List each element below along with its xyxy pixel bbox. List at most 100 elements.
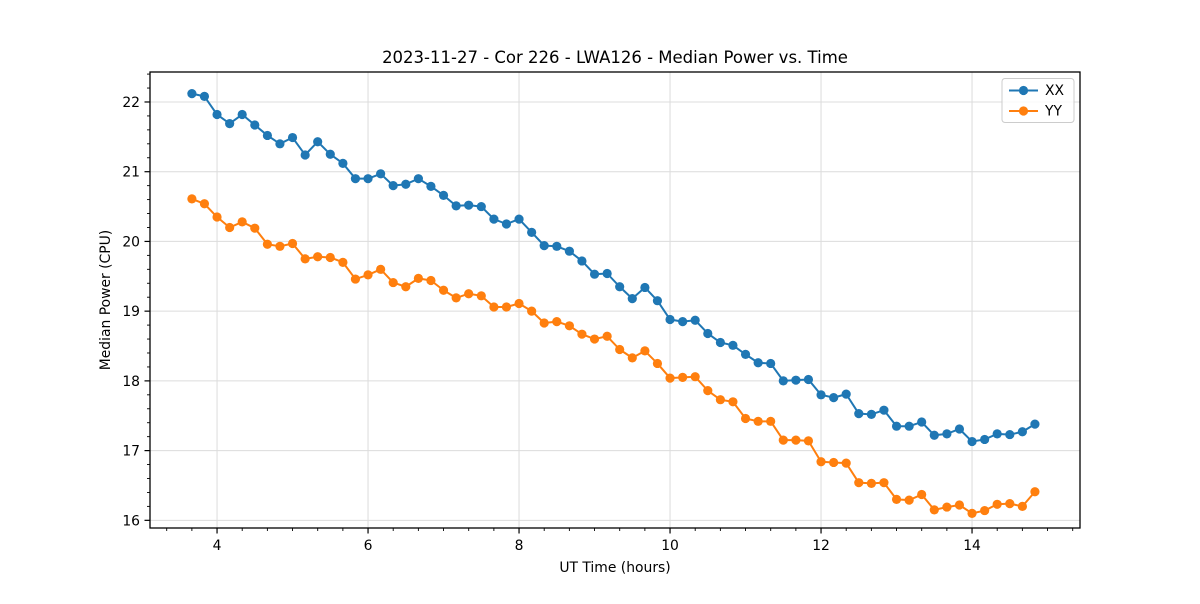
data-point-XX [388, 181, 398, 191]
data-point-XX [891, 421, 902, 431]
data-point-YY [451, 293, 461, 303]
legend-label-XX: XX [1045, 83, 1065, 99]
data-point-YY [577, 329, 587, 339]
data-point-XX [690, 315, 700, 325]
data-point-XX [350, 174, 361, 184]
data-point-YY [942, 502, 952, 512]
data-point-XX [854, 409, 864, 419]
x-tick-label: 8 [515, 538, 524, 554]
data-point-XX [489, 214, 499, 224]
data-point-XX [476, 201, 486, 212]
data-point-XX [401, 179, 411, 189]
data-point-YY [237, 217, 247, 227]
data-point-XX [665, 314, 675, 325]
x-tick-label: 12 [812, 538, 830, 554]
data-point-XX [262, 130, 272, 141]
y-tick-label: 19 [122, 304, 140, 320]
y-tick-label: 18 [122, 374, 140, 390]
data-point-XX [287, 132, 298, 143]
data-point-YY [665, 373, 675, 383]
y-tick-label: 20 [122, 234, 140, 250]
data-point-YY [464, 289, 474, 299]
data-point-YY [514, 298, 524, 309]
data-point-YY [1005, 499, 1015, 509]
data-point-XX [829, 393, 839, 403]
data-point-YY [275, 241, 285, 251]
data-point-YY [778, 435, 788, 445]
x-axis-label: UT Time (hours) [559, 560, 670, 576]
data-point-YY [350, 274, 361, 284]
data-point-YY [715, 395, 726, 405]
data-point-XX [766, 358, 776, 369]
data-point-XX [791, 375, 801, 385]
axes-spines [149, 71, 1081, 529]
data-point-YY [753, 416, 763, 426]
data-point-XX [778, 376, 788, 386]
data-point-YY [766, 416, 776, 426]
data-point-YY [476, 291, 486, 301]
data-point-XX [464, 200, 474, 210]
data-point-XX [1030, 419, 1040, 429]
data-point-YY [388, 277, 398, 288]
x-tick-label: 10 [661, 538, 679, 554]
data-point-XX [967, 436, 977, 447]
data-point-YY [791, 435, 801, 445]
data-point-XX [803, 374, 814, 385]
data-point-YY [615, 344, 625, 355]
data-point-XX [413, 174, 423, 184]
data-point-YY [1017, 501, 1027, 511]
data-point-YY [690, 372, 700, 382]
data-point-YY [225, 222, 235, 233]
data-point-XX [753, 358, 763, 368]
data-point-XX [652, 296, 663, 306]
data-point-XX [187, 89, 197, 99]
data-point-XX [250, 120, 260, 130]
data-point-XX [728, 340, 738, 350]
data-point-YY [552, 317, 562, 327]
data-point-XX [451, 201, 461, 211]
data-point-YY [438, 285, 449, 295]
data-point-YY [376, 264, 386, 274]
data-point-XX [564, 246, 575, 256]
grid-layer [150, 72, 1080, 528]
data-point-YY [829, 457, 839, 468]
data-point-XX [602, 268, 612, 279]
data-point-XX [325, 149, 335, 159]
data-point-YY [652, 358, 663, 369]
data-point-YY [728, 397, 738, 407]
data-point-XX [678, 317, 688, 327]
data-point-YY [401, 282, 411, 292]
data-point-XX [640, 282, 650, 293]
data-point-XX [917, 417, 927, 427]
data-point-YY [854, 478, 864, 488]
data-point-XX [715, 337, 726, 348]
data-point-XX [363, 174, 373, 184]
x-tick-label: 4 [213, 538, 222, 554]
data-point-XX [615, 282, 625, 292]
data-point-XX [313, 137, 323, 147]
data-point-YY [589, 334, 600, 344]
data-point-YY [413, 273, 423, 283]
data-point-YY [426, 275, 436, 286]
data-point-YY [300, 254, 310, 264]
data-point-YY [199, 199, 210, 209]
data-point-YY [992, 499, 1002, 509]
data-point-YY [564, 321, 575, 331]
data-point-YY [1030, 487, 1040, 497]
data-point-XX [552, 241, 562, 251]
data-point-XX [1017, 427, 1027, 437]
legend-marker-XX [1018, 85, 1029, 96]
data-point-YY [703, 386, 713, 396]
data-point-XX [980, 434, 990, 445]
data-point-XX [199, 91, 210, 101]
data-point-YY [917, 489, 927, 500]
data-point-XX [879, 405, 889, 415]
legend-label-YY: YY [1044, 104, 1062, 120]
data-point-YY [539, 318, 549, 328]
series-layer [187, 89, 1040, 518]
data-point-YY [879, 478, 889, 488]
data-point-YY [187, 194, 197, 204]
data-point-XX [514, 214, 524, 224]
